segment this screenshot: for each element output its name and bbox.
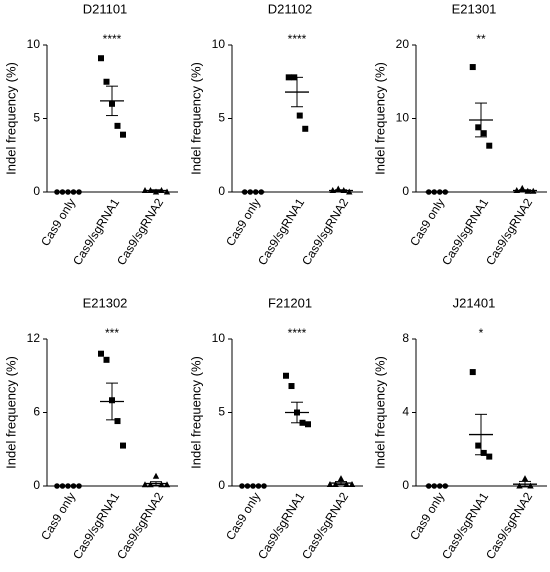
point	[305, 421, 311, 428]
point	[475, 442, 482, 449]
x-tick-label: Cas9/sgRNA2	[483, 196, 535, 268]
x-tick-label: Cas9/sgRNA1	[255, 490, 307, 562]
point	[475, 124, 482, 131]
y-tick-label: 12	[27, 331, 41, 345]
y-axis-label: Indel frequency (%)	[188, 62, 203, 175]
y-tick-label: 4	[402, 405, 409, 419]
point	[163, 481, 171, 488]
point	[348, 481, 356, 488]
panel-title: J21401	[453, 295, 496, 310]
panel-title: E21302	[83, 295, 128, 310]
significance: ****	[288, 32, 307, 46]
point	[114, 418, 121, 425]
y-axis-label: Indel frequency (%)	[372, 356, 387, 469]
panel-title: E21301	[452, 1, 497, 16]
significance: *	[479, 326, 484, 340]
y-axis-label: Indel frequency (%)	[188, 356, 203, 469]
point	[152, 472, 160, 479]
panel-title: F21201	[268, 295, 312, 310]
x-tick-label: Cas9/sgRNA1	[255, 196, 307, 268]
point	[296, 112, 303, 119]
x-tick-label: Cas9/sgRNA1	[439, 490, 491, 562]
y-tick-label: 0	[33, 478, 40, 492]
y-axis-label: Indel frequency (%)	[3, 62, 18, 175]
y-tick-label: 0	[33, 184, 40, 198]
x-tick-label: Cas9 only	[38, 196, 78, 249]
significance: ****	[288, 326, 307, 340]
y-tick-label: 10	[212, 331, 226, 345]
y-tick-label: 20	[396, 37, 410, 51]
point	[141, 481, 149, 488]
panel-title: D21102	[268, 1, 313, 16]
point	[469, 369, 476, 376]
x-tick-label: Cas9 only	[38, 490, 78, 543]
point	[283, 372, 289, 379]
x-tick-label: Cas9/sgRNA2	[114, 196, 166, 268]
x-tick-label: Cas9/sgRNA2	[114, 490, 166, 562]
x-tick-label: Cas9 only	[407, 196, 447, 249]
point	[288, 383, 295, 390]
y-axis-label: Indel frequency (%)	[372, 62, 387, 175]
y-tick-label: 10	[396, 111, 410, 125]
point	[480, 449, 487, 456]
x-tick-label: Cas9/sgRNA1	[70, 490, 122, 562]
x-tick-label: Cas9 only	[223, 490, 263, 543]
point	[103, 78, 110, 85]
x-tick-label: Cas9/sgRNA2	[299, 196, 351, 268]
significance: **	[476, 32, 486, 46]
significance: ****	[103, 32, 122, 46]
y-tick-label: 5	[218, 405, 225, 419]
point	[114, 122, 121, 129]
point	[346, 188, 353, 195]
point	[98, 350, 104, 357]
y-tick-label: 0	[218, 184, 225, 198]
point	[120, 442, 126, 449]
point	[120, 131, 126, 138]
x-tick-label: Cas9/sgRNA1	[70, 196, 122, 268]
point	[326, 481, 334, 488]
y-tick-label: 8	[402, 331, 409, 345]
y-tick-label: 5	[218, 111, 225, 125]
y-tick-label: 6	[33, 405, 40, 419]
y-tick-label: 0	[218, 478, 225, 492]
x-tick-label: Cas9/sgRNA1	[439, 196, 491, 268]
x-tick-label: Cas9 only	[223, 196, 263, 249]
point	[486, 142, 493, 149]
x-tick-label: Cas9 only	[407, 490, 447, 543]
point	[480, 130, 487, 137]
y-tick-label: 10	[27, 37, 41, 51]
y-axis-label: Indel frequency (%)	[3, 356, 18, 469]
significance: ***	[105, 326, 119, 340]
point	[337, 475, 345, 482]
point	[302, 125, 309, 132]
point	[98, 55, 104, 62]
x-tick-label: Cas9/sgRNA2	[299, 490, 351, 562]
point	[486, 453, 493, 460]
y-tick-label: 0	[402, 184, 409, 198]
panel-title: D21101	[83, 1, 128, 16]
x-tick-label: Cas9/sgRNA2	[483, 490, 535, 562]
point	[469, 64, 476, 71]
y-tick-label: 0	[402, 478, 409, 492]
y-tick-label: 10	[212, 37, 226, 51]
point	[163, 188, 171, 195]
point	[285, 74, 292, 81]
y-tick-label: 5	[33, 111, 40, 125]
point	[103, 356, 110, 363]
point	[521, 475, 529, 482]
